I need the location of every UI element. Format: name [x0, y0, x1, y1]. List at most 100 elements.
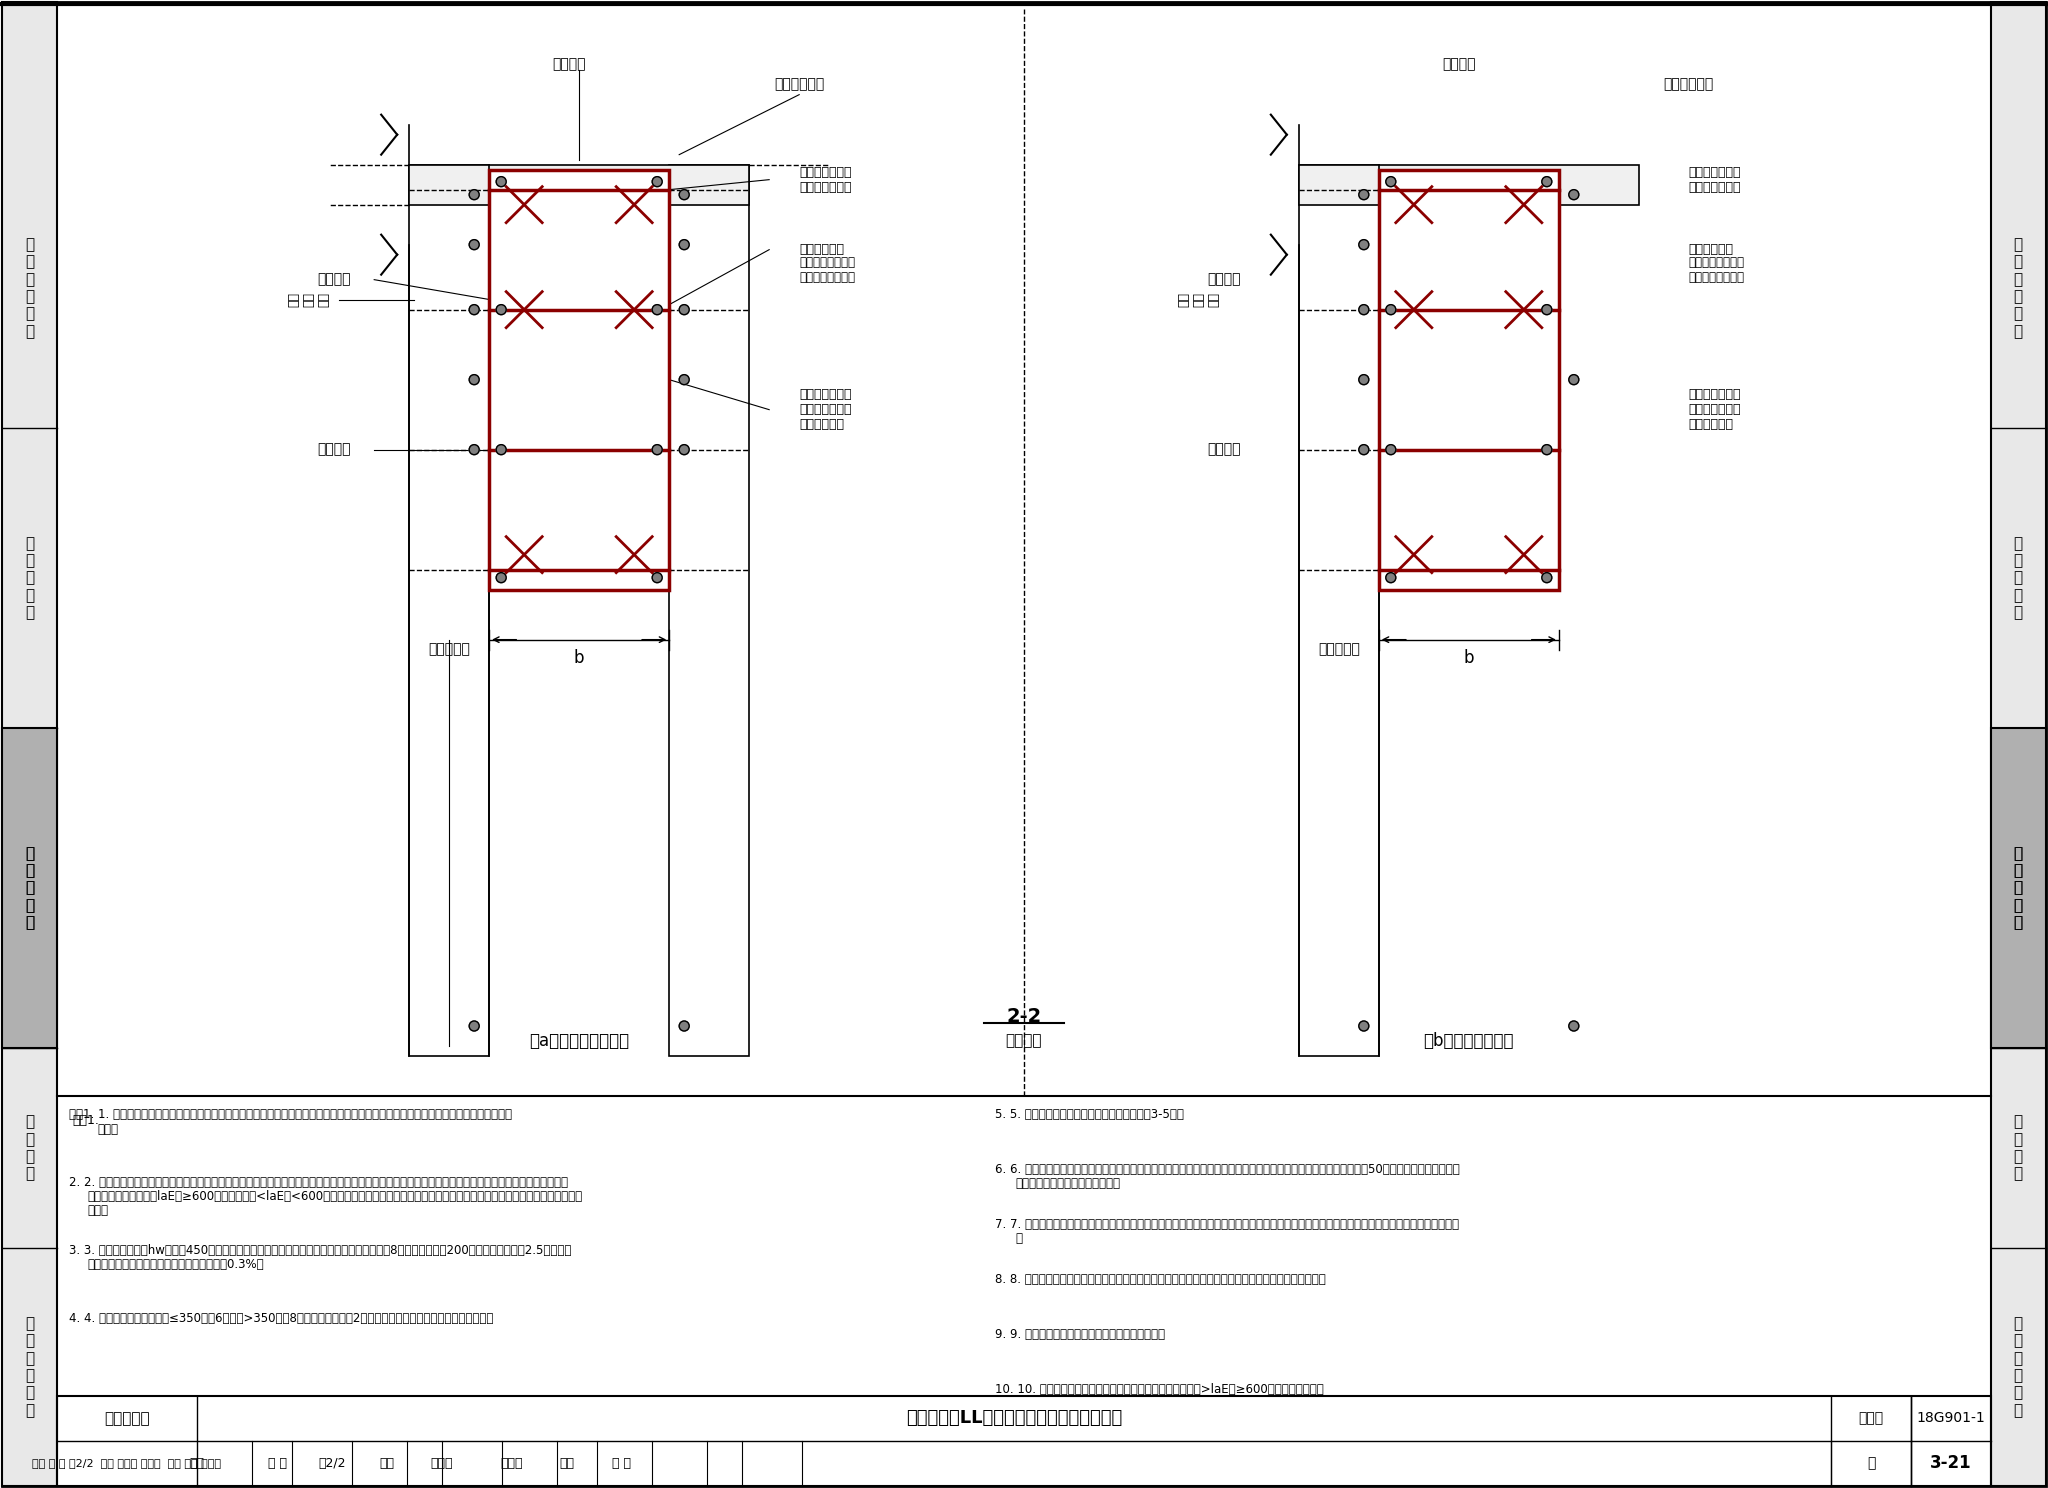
Bar: [410, 165, 489, 1056]
Bar: [1378, 170, 1559, 589]
Circle shape: [651, 305, 662, 314]
Circle shape: [1358, 189, 1368, 199]
Text: 注：1. 1. 连梁箍筋外皮与剪力墙竖向钢筋外皮平齐，连梁上部、下部纵筋在连梁箍筋内侧设置，连梁侧面纵筋在连梁箍筋外侧紧靠箍筋外皮: 注：1. 1. 连梁箍筋外皮与剪力墙竖向钢筋外皮平齐，连梁上部、下部纵筋在连梁箍…: [70, 1109, 512, 1120]
Circle shape: [469, 445, 479, 455]
Text: 3-21: 3-21: [1929, 1454, 1972, 1473]
Text: 3. 3. 当梁的腹板高度hw不小于450时，其两侧沿梁高范围设置的纵向构造钢筋的直径不应小于8，间距不应大于200；对跨高比不大于2.5的连梁，: 3. 3. 当梁的腹板高度hw不小于450时，其两侧沿梁高范围设置的纵向构造钢筋…: [70, 1244, 571, 1257]
Text: 屋面板或楼板: 屋面板或楼板: [774, 77, 823, 92]
Text: 连梁箍筋（箍筋
外皮与墙竖向钢
筋外皮平齐）: 连梁箍筋（箍筋 外皮与墙竖向钢 筋外皮平齐）: [1690, 388, 1741, 432]
Text: 。: 。: [1016, 1232, 1022, 1245]
Text: 墙身拉结筋: 墙身拉结筋: [1317, 643, 1360, 656]
Text: 支座范围的锚固长度为laE且≥600，墙部小墙垛<laE或<600处单独设置的连梁侧面纵筋在剪力墙墙身边缘构件内的锚固要求与剪力墙水平分布筋: 支座范围的锚固长度为laE且≥600，墙部小墙垛<laE或<600处单独设置的连…: [86, 1190, 582, 1202]
Text: 剪
力
墙
部
分: 剪 力 墙 部 分: [25, 845, 35, 930]
Text: 剪力墙连梁LL钢筋排布构造详图（剖面图）: 剪力墙连梁LL钢筋排布构造详图（剖面图）: [905, 1409, 1122, 1427]
Text: 剪
力
墙
部
分: 剪 力 墙 部 分: [25, 845, 35, 930]
Text: 一
般
构
造
要
求: 一 般 构 造 要 求: [2013, 1315, 2023, 1418]
Bar: [57, 1396, 1991, 1487]
Circle shape: [1386, 445, 1397, 455]
Text: 剪力墙部分: 剪力墙部分: [104, 1411, 150, 1426]
Circle shape: [1569, 1021, 1579, 1031]
Circle shape: [1358, 1021, 1368, 1031]
Text: 校对: 校对: [379, 1457, 395, 1470]
Text: （b）项层边墙位置: （b）项层边墙位置: [1423, 1033, 1513, 1051]
Circle shape: [1386, 177, 1397, 186]
Text: 相同。: 相同。: [86, 1204, 109, 1217]
Text: 墙顶连梁: 墙顶连梁: [1006, 1034, 1042, 1049]
Text: 连梁侧面纵筋: 连梁侧面纵筋: [799, 243, 844, 256]
Text: 9. 9. 剪力墙的竖向钢筋连续贯穿连梁框架和暗梁。: 9. 9. 剪力墙的竖向钢筋连续贯穿连梁框架和暗梁。: [995, 1327, 1165, 1341]
Text: 墙肢
竖向
钢筋: 墙肢 竖向 钢筋: [1178, 292, 1221, 307]
Bar: [1991, 1, 2046, 1487]
Text: 梁两侧纵向构造钢筋的面积配筋率尚不应小于0.3%。: 梁两侧纵向构造钢筋的面积配筋率尚不应小于0.3%。: [86, 1257, 264, 1271]
Circle shape: [1542, 305, 1552, 314]
Text: ，需满足梁腰筋间距的相关要求。: ，需满足梁腰筋间距的相关要求。: [1016, 1177, 1120, 1190]
Text: 连梁纵筋: 连梁纵筋: [553, 58, 586, 71]
Text: 墙身拉结筋: 墙身拉结筋: [428, 643, 471, 656]
Circle shape: [680, 1021, 690, 1031]
Text: 剪
力
墙
部
分: 剪 力 墙 部 分: [2013, 845, 2023, 930]
Text: 审核: 审核: [190, 1457, 205, 1470]
Circle shape: [651, 573, 662, 583]
Text: 刘2/2: 刘2/2: [317, 1457, 346, 1470]
Text: 屋面板或楼板: 屋面板或楼板: [1663, 77, 1714, 92]
Text: 设计: 设计: [559, 1457, 575, 1470]
Text: 连梁拉筋: 连梁拉筋: [317, 272, 350, 287]
Text: 连梁纵筋: 连梁纵筋: [317, 442, 350, 457]
Circle shape: [469, 240, 479, 250]
Text: （a）项层中间墙位置: （a）项层中间墙位置: [528, 1033, 629, 1051]
Text: 普
通
板
部
分: 普 通 板 部 分: [25, 536, 35, 620]
Circle shape: [469, 375, 479, 385]
Circle shape: [1386, 573, 1397, 583]
Text: 图集号: 图集号: [1858, 1412, 1884, 1426]
Circle shape: [680, 305, 690, 314]
Bar: [2, 728, 57, 1048]
Text: 板顶向下第一排
墙身水平分布筋: 板顶向下第一排 墙身水平分布筋: [799, 165, 852, 193]
Circle shape: [651, 445, 662, 455]
Text: 普
通
板
部
分: 普 通 板 部 分: [2013, 536, 2023, 620]
Circle shape: [496, 573, 506, 583]
Bar: [489, 170, 670, 589]
Text: b: b: [1464, 649, 1475, 667]
Text: 4. 4. 连梁拉筋直径：当梁宽≤350时为6，梁宽>350时为8；拉筋水平间距为2倍箍筋间距，竖向沿侧面水平筋隔一拉一。: 4. 4. 连梁拉筋直径：当梁宽≤350时为6，梁宽>350时为8；拉筋水平间距…: [70, 1312, 494, 1324]
Text: 8. 8. 施工时可将封闭箍筋弯钩位置设置于连梁项部，相邻两组箍筋弯钩位置沿连梁纵向交错对称排布。: 8. 8. 施工时可将封闭箍筋弯钩位置设置于连梁项部，相邻两组箍筋弯钩位置沿连梁…: [995, 1274, 1325, 1286]
Text: 剪
力
墙
部
分: 剪 力 墙 部 分: [2013, 845, 2023, 930]
Text: 2-2: 2-2: [1006, 1006, 1042, 1025]
Bar: [1298, 165, 1638, 205]
Text: 墙肢
竖向
钢筋: 墙肢 竖向 钢筋: [287, 292, 330, 307]
Text: 5. 5. 剪力墙竖向钢筋的锚固构造详见本图集第3-5页。: 5. 5. 剪力墙竖向钢筋的锚固构造详见本图集第3-5页。: [995, 1109, 1184, 1120]
Circle shape: [1386, 305, 1397, 314]
Circle shape: [496, 445, 506, 455]
Text: 18G901-1: 18G901-1: [1917, 1412, 1985, 1426]
Circle shape: [1569, 375, 1579, 385]
Circle shape: [680, 189, 690, 199]
Circle shape: [1569, 189, 1579, 199]
Text: 高志强: 高志强: [430, 1457, 453, 1470]
Circle shape: [1358, 445, 1368, 455]
Circle shape: [1358, 305, 1368, 314]
Circle shape: [1358, 240, 1368, 250]
Bar: [1298, 165, 1378, 1056]
Circle shape: [680, 375, 690, 385]
Circle shape: [496, 305, 506, 314]
Circle shape: [1542, 177, 1552, 186]
Text: 无
梁
楼
盖
部
分: 无 梁 楼 盖 部 分: [25, 237, 35, 339]
Text: 页: 页: [1868, 1457, 1876, 1470]
Text: （利用墙身水平分
布筋或单独设置）: （利用墙身水平分 布筋或单独设置）: [1690, 256, 1745, 284]
Text: 连梁箍筋（箍筋
外皮与墙竖向钢
筋外皮平齐）: 连梁箍筋（箍筋 外皮与墙竖向钢 筋外皮平齐）: [799, 388, 852, 432]
Text: 统 刚: 统 刚: [612, 1457, 631, 1470]
Circle shape: [469, 1021, 479, 1031]
Text: b: b: [573, 649, 584, 667]
Circle shape: [1542, 445, 1552, 455]
Circle shape: [469, 189, 479, 199]
Text: 无
梁
楼
盖
部
分: 无 梁 楼 盖 部 分: [2013, 237, 2023, 339]
Text: 通过。: 通过。: [96, 1123, 119, 1135]
Text: （利用墙身水平分
布筋或单独设置）: （利用墙身水平分 布筋或单独设置）: [799, 256, 856, 284]
Bar: [2, 1, 57, 1487]
Text: 审核 刘 篆 刘2/2  校对 高志强 宣主涟  设计 统刚 一加润: 审核 刘 篆 刘2/2 校对 高志强 宣主涟 设计 统刚 一加润: [33, 1458, 221, 1469]
Bar: [1991, 728, 2046, 1048]
Text: 框
架
部
分: 框 架 部 分: [2013, 1115, 2023, 1181]
Circle shape: [680, 445, 690, 455]
Bar: [410, 165, 750, 205]
Text: 框
架
部
分: 框 架 部 分: [25, 1115, 35, 1181]
Text: 10. 10. 当墙部小墙垛处连梁的纵向钢筋在墙支座的直锚长度>laE且≥600时，可不必弯折。: 10. 10. 当墙部小墙垛处连梁的纵向钢筋在墙支座的直锚长度>laE且≥600…: [995, 1382, 1325, 1396]
